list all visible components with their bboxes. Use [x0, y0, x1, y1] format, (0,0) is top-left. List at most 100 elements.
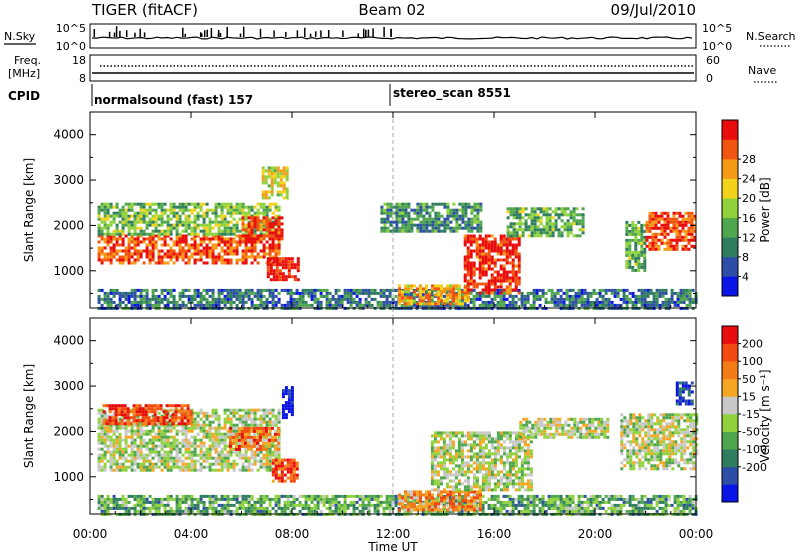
heatmap-cell: [506, 216, 510, 220]
heatmap-cell: [244, 294, 248, 298]
heatmap-cell: [142, 494, 146, 498]
heatmap-cell: [634, 259, 638, 263]
heatmap-cell: [446, 296, 449, 300]
heatmap-cell: [449, 211, 453, 215]
heatmap-cell: [157, 297, 161, 301]
heatmap-cell: [277, 297, 281, 301]
heatmap-cell: [126, 416, 130, 420]
heatmap-cell: [132, 410, 136, 414]
heatmap-cell: [208, 220, 212, 224]
heatmap-cell: [449, 296, 452, 300]
heatmap-cell: [684, 217, 688, 221]
heatmap-cell: [687, 247, 691, 251]
heatmap-cell: [241, 500, 245, 504]
heatmap-cell: [401, 293, 404, 297]
heatmap-cell: [208, 429, 212, 433]
heatmap-cell: [180, 416, 184, 420]
heatmap-cell: [100, 297, 104, 301]
heatmap-cell: [228, 426, 232, 430]
heatmap-cell: [538, 294, 542, 298]
heatmap-cell: [250, 214, 254, 218]
heatmap-cell: [304, 303, 308, 307]
heatmap-cell: [133, 423, 137, 427]
heatmap-cell: [672, 220, 676, 224]
heatmap-cell: [241, 211, 245, 215]
heatmap-cell: [109, 462, 113, 466]
heatmap-cell: [296, 257, 300, 261]
heatmap-cell: [103, 497, 107, 501]
heatmap-cell: [262, 234, 266, 238]
heatmap-cell: [580, 300, 584, 304]
heatmap-cell: [187, 294, 191, 298]
heatmap-cell: [214, 447, 218, 451]
heatmap-cell: [298, 294, 302, 298]
heatmap-cell: [169, 205, 173, 209]
heatmap-cell: [380, 217, 384, 221]
heatmap-cell: [467, 229, 471, 233]
heatmap-cell: [247, 506, 251, 510]
heatmap-cell: [111, 419, 115, 423]
heatmap-cell: [328, 300, 332, 304]
heatmap-cell: [643, 259, 647, 263]
heatmap-cell: [508, 285, 512, 289]
nave-tick-top: 60: [706, 54, 720, 67]
heatmap-cell: [407, 220, 411, 224]
heatmap-cell: [123, 404, 127, 408]
heatmap-cell: [193, 220, 197, 224]
heatmap-cell: [97, 411, 101, 415]
heatmap-cell: [117, 413, 121, 417]
heatmap-cell: [455, 299, 458, 303]
heatmap-cell: [202, 435, 206, 439]
heatmap-cell: [270, 172, 274, 176]
heatmap-cell: [651, 211, 655, 215]
heatmap-cell: [166, 255, 170, 259]
heatmap-cell: [139, 220, 143, 224]
heatmap-cell: [518, 234, 522, 238]
heatmap-cell: [286, 470, 290, 474]
heatmap-cell: [166, 444, 170, 448]
heatmap-cell: [685, 288, 689, 292]
heatmap-cell: [428, 299, 431, 303]
heatmap-cell: [398, 217, 402, 221]
heatmap-cell: [458, 290, 461, 294]
heatmap-cell: [607, 300, 611, 304]
heatmap-cell: [229, 453, 233, 457]
heatmap-cell: [425, 223, 429, 227]
heatmap-cell: [651, 214, 655, 218]
heatmap-cell: [484, 291, 488, 295]
heatmap-cell: [578, 219, 582, 223]
heatmap-cell: [115, 252, 119, 256]
heatmap-cell: [136, 300, 140, 304]
heatmap-cell: [401, 226, 405, 230]
heatmap-cell: [524, 219, 528, 223]
heatmap-cell: [163, 456, 167, 460]
heatmap-cell: [401, 223, 405, 227]
heatmap-cell: [472, 264, 476, 268]
heatmap-cell: [159, 407, 163, 411]
heatmap-cell: [469, 252, 473, 256]
heatmap-cell: [280, 237, 284, 241]
heatmap-cell: [166, 462, 170, 466]
heatmap-cell: [100, 465, 104, 469]
heatmap-cell: [544, 291, 548, 295]
y-tick-label: 2000: [53, 218, 84, 232]
heatmap-cell: [578, 222, 582, 226]
heatmap-cell: [443, 205, 447, 209]
heatmap-cell: [202, 503, 206, 507]
heatmap-cell: [175, 223, 179, 227]
heatmap-cell: [172, 462, 176, 466]
heatmap-cell: [160, 497, 164, 501]
heatmap-cell: [118, 432, 122, 436]
heatmap-cell: [142, 506, 146, 510]
heatmap-cell: [274, 202, 278, 206]
heatmap-cell: [262, 456, 266, 460]
heatmap-cell: [118, 291, 122, 295]
heatmap-cell: [553, 291, 557, 295]
heatmap-cell: [682, 300, 686, 304]
heatmap-cell: [139, 503, 143, 507]
heatmap-cell: [419, 229, 423, 233]
heatmap-cell: [355, 294, 359, 298]
heatmap-cell: [280, 458, 284, 462]
heatmap-cell: [452, 202, 456, 206]
